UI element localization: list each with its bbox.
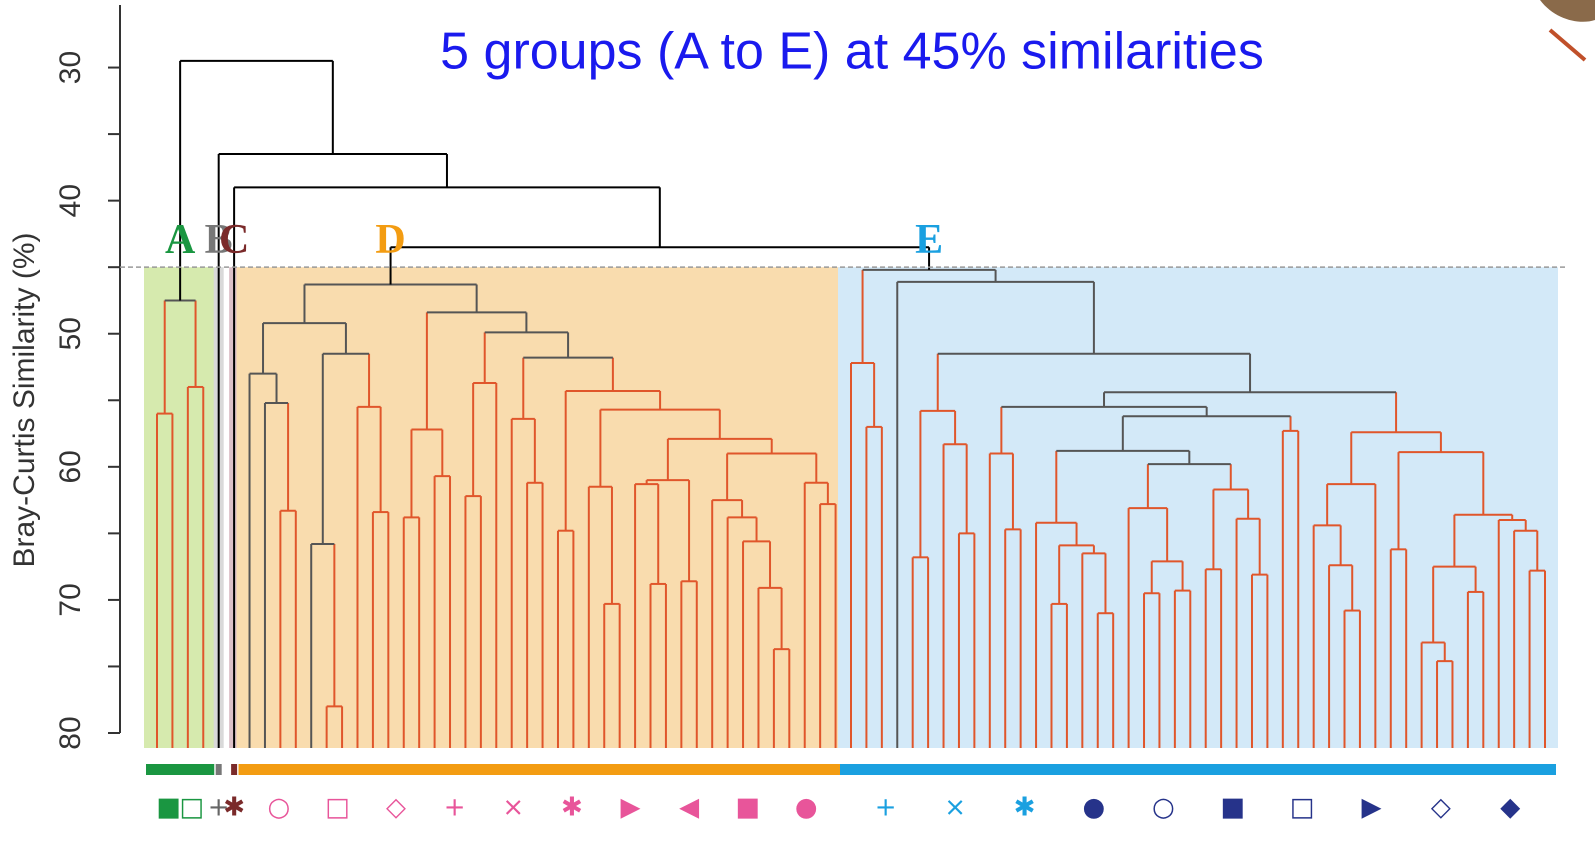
group-symbol: ○	[267, 793, 290, 823]
group-bar	[216, 764, 222, 775]
group-symbol: □	[1290, 793, 1315, 823]
group-label: D	[375, 217, 405, 263]
y-axis-label: Bray-Curtis Similarity (%)	[8, 232, 41, 567]
group-bar	[231, 764, 237, 775]
group-symbol: +	[875, 793, 897, 823]
page: 5 groups (A to E) at 45% similarities Br…	[0, 0, 1595, 842]
group-symbol: ×	[944, 793, 966, 823]
group-shade	[144, 267, 216, 748]
group-symbol: ✱	[223, 793, 245, 823]
group-symbol: ●	[795, 793, 818, 823]
group-symbol: +	[444, 793, 466, 823]
chart-title: 5 groups (A to E) at 45% similarities	[440, 23, 1264, 81]
group-symbol: □	[325, 793, 350, 823]
group-symbol: ●	[1083, 793, 1106, 823]
group-label: C	[219, 217, 249, 263]
group-symbol: ▶	[1362, 793, 1382, 823]
group-symbol: ◇	[386, 793, 406, 823]
group-symbol: ■	[735, 793, 760, 823]
y-tick-label: 30	[54, 51, 87, 84]
group-bar	[239, 764, 847, 775]
group-label: A	[165, 217, 196, 263]
group-symbol: □	[179, 793, 204, 823]
group-bar	[146, 764, 214, 775]
chart: 5 groups (A to E) at 45% similarities Br…	[0, 0, 1595, 842]
y-tick-label: 60	[54, 450, 87, 483]
group-symbol: ✱	[561, 793, 583, 823]
y-tick-label: 80	[54, 716, 87, 749]
group-symbol: ×	[502, 793, 524, 823]
group-symbol: ✱	[1014, 793, 1036, 823]
group-symbol: ◆	[1500, 793, 1520, 823]
group-symbol: ■	[1220, 793, 1245, 823]
group-symbol: ◇	[1431, 793, 1451, 823]
group-symbol: ▶	[620, 793, 640, 823]
corner-image-detail	[1550, 30, 1585, 60]
y-tick-label: 40	[54, 184, 87, 217]
y-tick-label: 70	[54, 583, 87, 616]
group-bar	[840, 764, 1556, 775]
group-symbol: ■	[156, 793, 181, 823]
group-symbol: ◀	[679, 793, 699, 823]
group-label: E	[915, 217, 943, 263]
group-shade	[838, 267, 1558, 748]
group-symbol: ○	[1152, 793, 1175, 823]
y-tick-label: 50	[54, 317, 87, 350]
corner-image	[1540, 0, 1595, 22]
